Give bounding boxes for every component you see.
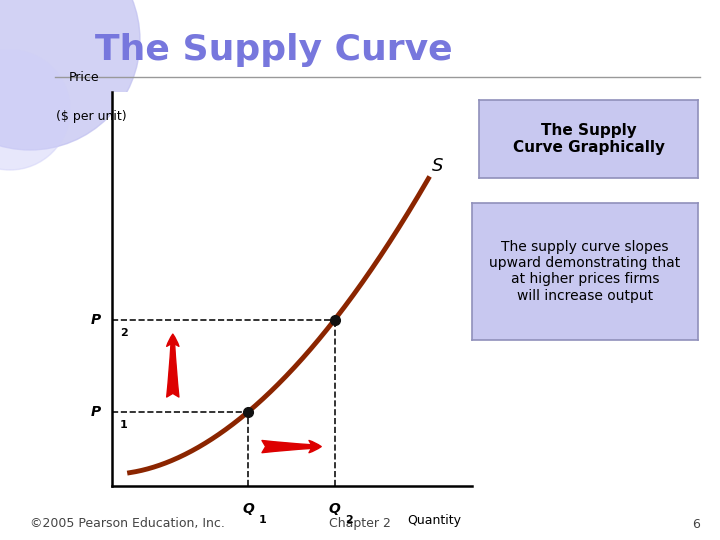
Text: Q: Q: [329, 502, 341, 516]
Text: 1: 1: [120, 421, 128, 430]
Text: Q: Q: [243, 502, 254, 516]
Text: S: S: [432, 157, 444, 174]
Text: ($ per unit): ($ per unit): [56, 110, 127, 123]
Text: Chapter 2: Chapter 2: [329, 517, 391, 530]
Circle shape: [0, 50, 70, 170]
Circle shape: [0, 0, 140, 150]
Text: P: P: [91, 313, 101, 327]
Text: 2: 2: [120, 328, 128, 339]
Text: P: P: [91, 404, 101, 418]
Text: Quantity: Quantity: [407, 514, 461, 526]
Text: Price: Price: [68, 71, 99, 84]
Text: The Supply
Curve Graphically: The Supply Curve Graphically: [513, 123, 665, 155]
Text: 1: 1: [259, 515, 266, 525]
Text: The supply curve slopes
upward demonstrating that
at higher prices firms
will in: The supply curve slopes upward demonstra…: [490, 240, 680, 302]
Text: The Supply Curve: The Supply Curve: [95, 33, 453, 67]
Text: 2: 2: [346, 515, 353, 525]
Text: 6: 6: [692, 517, 700, 530]
Text: ©2005 Pearson Education, Inc.: ©2005 Pearson Education, Inc.: [30, 517, 225, 530]
